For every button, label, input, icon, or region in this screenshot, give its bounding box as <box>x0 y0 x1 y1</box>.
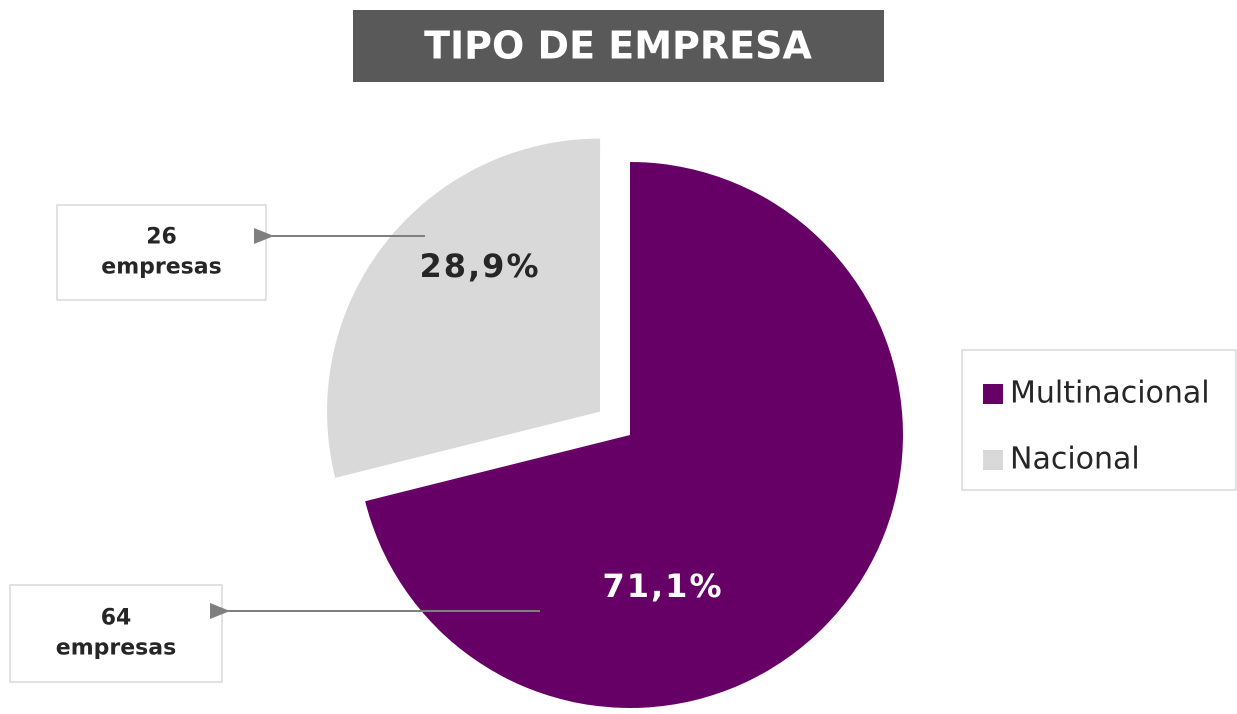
annotation-box <box>9 584 223 683</box>
annotation-text: empresas <box>56 636 176 661</box>
legend-swatch <box>983 450 1003 470</box>
legend-label: Nacional <box>1010 442 1140 477</box>
annotation-text: empresas <box>101 255 221 280</box>
pie-slice <box>327 138 601 478</box>
annotation-box <box>56 204 267 301</box>
pie-slice <box>365 162 904 708</box>
legend-swatch <box>983 384 1003 404</box>
title-box <box>353 10 884 82</box>
annotation-text: 26 <box>146 225 177 250</box>
legend-label: Multinacional <box>1010 376 1210 411</box>
annotation-text: 64 <box>101 606 132 631</box>
slice-label: 28,9% <box>419 247 540 285</box>
legend-box <box>961 349 1237 491</box>
slice-label: 71,1% <box>602 567 723 605</box>
chart-title: TIPO DE EMPRESA <box>424 24 812 68</box>
